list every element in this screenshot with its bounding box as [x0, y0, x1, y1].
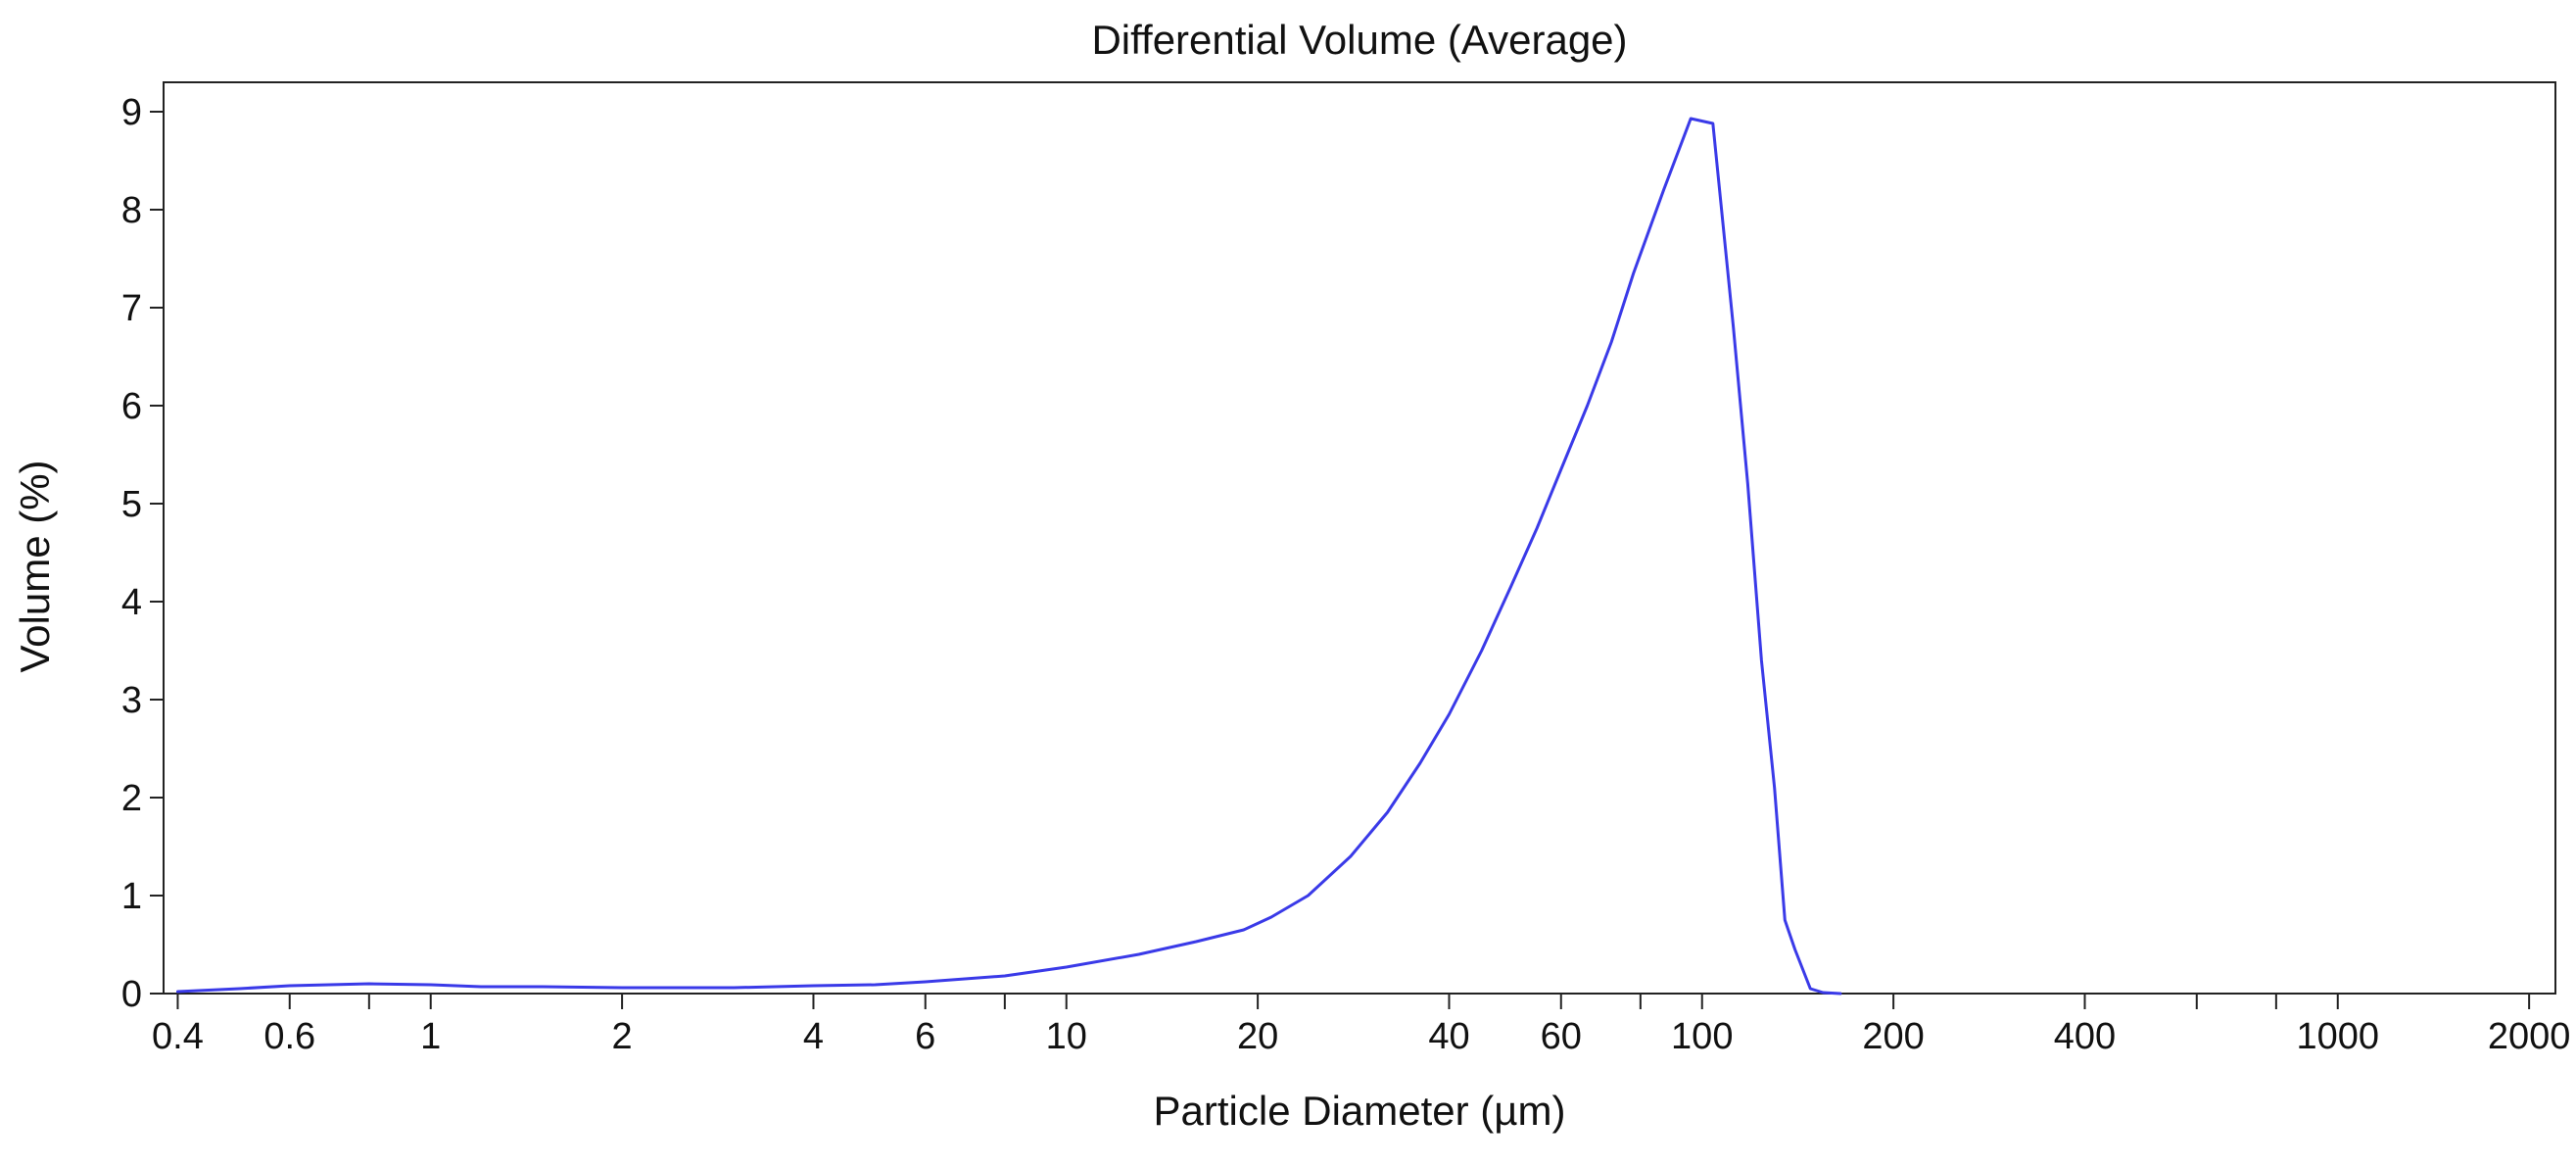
x-tick-label: 0.4: [152, 1016, 204, 1057]
y-tick-label: 8: [121, 190, 142, 231]
y-tick-label: 1: [121, 876, 142, 917]
x-tick-label: 60: [1541, 1016, 1582, 1057]
y-tick-label: 3: [121, 680, 142, 721]
x-axis: 0.4 0.6 1 2 4 6 10 20 40 60 100 200 400 1000 2000: [152, 994, 2570, 1057]
x-tick-label: 40: [1428, 1016, 1469, 1057]
x-tick-label: 1: [420, 1016, 441, 1057]
series-line-0: [176, 117, 1842, 996]
y-tick-label: 6: [121, 386, 142, 427]
x-tick-label: 20: [1237, 1016, 1278, 1057]
x-tick-label: 200: [1862, 1016, 1924, 1057]
x-tick-label: 4: [803, 1016, 824, 1057]
chart-title: Differential Volume (Average): [1091, 17, 1627, 63]
y-tick-label: 0: [121, 974, 142, 1015]
x-tick-label: 10: [1046, 1016, 1087, 1057]
x-tick-label: 2000: [2488, 1016, 2571, 1057]
x-tick-label: 2: [612, 1016, 633, 1057]
y-tick-label: 4: [121, 582, 142, 623]
y-axis-label: Volume (%): [12, 460, 58, 672]
y-tick-label: 9: [121, 92, 142, 133]
y-tick-label: 2: [121, 778, 142, 819]
x-tick-label: 400: [2054, 1016, 2116, 1057]
x-tick-label: 1000: [2296, 1016, 2379, 1057]
x-tick-label: 6: [915, 1016, 935, 1057]
x-axis-label: Particle Diameter (µm): [1154, 1088, 1566, 1134]
series-group: [176, 117, 1842, 996]
plot-area: [163, 81, 2556, 995]
y-axis: 0 1 2 3 4 5 6 7 8 9: [121, 92, 164, 1015]
x-tick-label: 100: [1671, 1016, 1733, 1057]
y-tick-label: 7: [121, 288, 142, 329]
x-tick-label: 0.6: [263, 1016, 315, 1057]
y-tick-label: 5: [121, 484, 142, 525]
